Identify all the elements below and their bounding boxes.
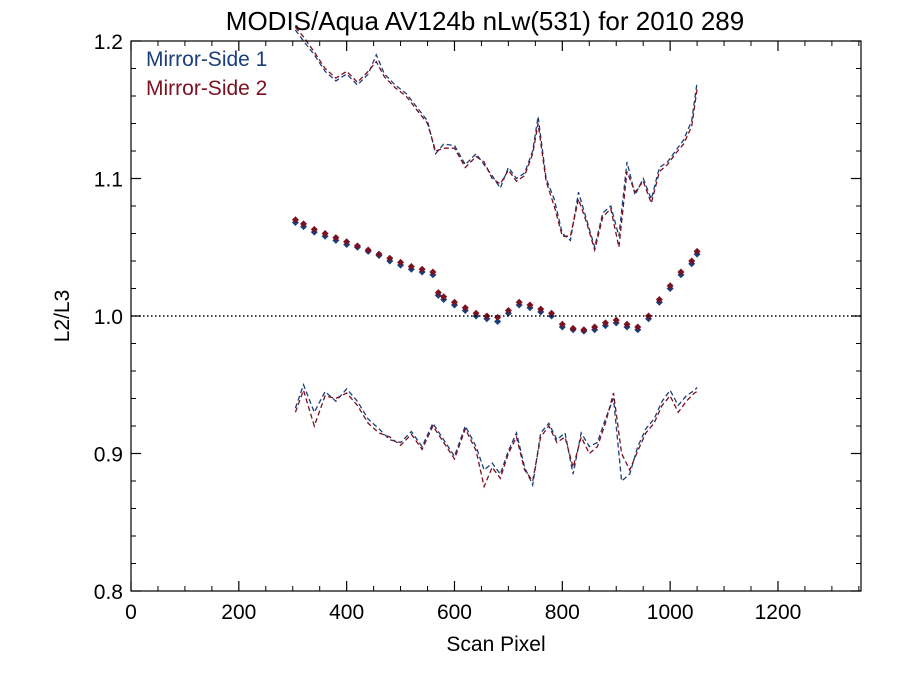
data-point-ms2 [569,324,577,332]
data-point-ms2 [310,225,318,233]
data-point-ms2 [580,326,588,334]
data-point-ms2 [645,312,653,320]
data-point-ms2 [353,242,361,250]
upper-envelope-ms1 [294,29,698,250]
data-point-ms1 [494,318,502,325]
data-point-ms2 [612,316,620,324]
lower-envelope-ms2 [294,388,698,489]
x-axis-label: Scan Pixel [446,633,545,656]
data-point-ms2 [483,312,491,320]
y-tick-label: 1.2 [94,31,123,54]
data-point-ms2 [429,268,437,276]
upper-envelope-ms2 [294,26,698,253]
data-point-ms2 [397,258,405,266]
data-point-ms2 [634,323,642,331]
x-tick-label: 600 [437,601,472,624]
data-point-ms2 [434,289,442,297]
y-tick-label: 0.9 [94,444,123,467]
data-point-ms2 [440,293,448,301]
data-point-ms2 [655,296,663,303]
y-tick-label: 1.1 [94,169,123,192]
x-axis: 0 200 400 600 800 1000 1200 [125,41,860,624]
data-point-ms2 [537,305,545,313]
x-tick-label: 800 [545,601,580,624]
data-point-ms2 [332,234,340,242]
x-tick-label: 0 [125,601,137,624]
data-point-ms2 [291,216,299,224]
data-point-ms2 [666,282,674,290]
y-axis: 0.8 0.9 1.0 1.1 1.2 [94,31,861,604]
series-ms2 [291,26,701,489]
data-point-ms2 [623,320,631,328]
data-point-ms2 [321,230,329,237]
data-point-ms2 [472,309,480,317]
data-point-ms2 [461,304,469,312]
data-point-ms2 [688,257,696,265]
legend-mirror-side-2: Mirror-Side 2 [146,77,267,100]
y-tick-label: 0.8 [94,581,123,604]
data-point-ms2 [494,313,502,321]
data-point-ms2 [515,298,523,306]
data-point-ms2 [386,254,394,262]
y-tick-label: 1.0 [94,306,123,329]
data-point-ms2 [558,320,566,328]
data-point-ms2 [407,263,415,270]
series-ms1 [291,29,701,488]
legend-mirror-side-1: Mirror-Side 1 [146,48,267,71]
x-tick-label: 1200 [755,601,802,624]
data-point-ms2 [601,319,609,327]
lower-envelope-ms1 [294,382,698,488]
data-point-ms2 [526,301,534,309]
data-point-ms2 [504,307,512,314]
data-point-ms2 [693,247,701,255]
data-point-ms2 [364,246,372,254]
data-point-ms2 [343,238,351,246]
data-point-ms2 [418,265,426,273]
series-layer [291,26,701,489]
x-tick-label: 400 [329,601,364,624]
data-point-ms2 [677,268,685,276]
data-point-ms2 [450,298,458,306]
y-axis-label: L2/L3 [51,290,74,343]
x-tick-label: 1000 [647,601,694,624]
data-point-ms2 [548,309,556,317]
data-point-ms2 [591,323,599,331]
x-tick-label: 200 [221,601,256,624]
data-point-ms2 [375,250,383,258]
chart-title: MODIS/Aqua AV124b nLw(531) for 2010 289 [226,6,744,36]
data-point-ms2 [300,220,308,228]
